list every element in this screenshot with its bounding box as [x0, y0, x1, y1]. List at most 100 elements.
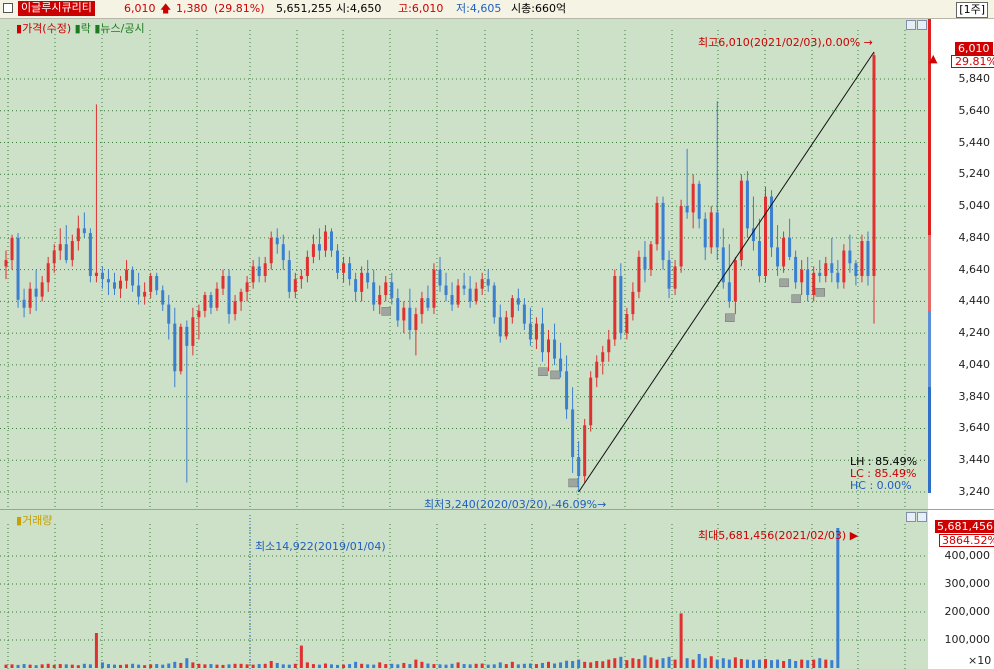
volume-bar	[565, 660, 569, 668]
candle-body	[607, 339, 611, 353]
candle-body	[269, 237, 273, 264]
candle-body	[764, 196, 767, 276]
candle-body	[721, 247, 725, 283]
candle-body	[185, 326, 189, 346]
volume-bar	[631, 658, 635, 668]
volume-bar	[739, 659, 743, 668]
price-tick-label: 4,240	[958, 326, 991, 340]
period-selector[interactable]: [1주]	[956, 2, 988, 18]
volume-bar	[577, 659, 581, 668]
close-volume-pane-icon[interactable]	[917, 512, 927, 522]
legend-lock[interactable]: 락	[80, 22, 91, 35]
price-tick-label: 5,840	[958, 72, 991, 85]
candle-body	[402, 307, 406, 321]
volume-bar	[492, 664, 496, 668]
candle-body	[528, 323, 532, 340]
open-price: 시:4,650	[336, 2, 382, 15]
volume-bar	[40, 664, 44, 668]
legend-news[interactable]: 뉴스/공시	[100, 22, 145, 35]
candle-body	[667, 260, 671, 289]
legend-volume[interactable]: 거래량	[22, 514, 53, 527]
candle-body	[173, 323, 177, 372]
volume-multiplier: ×10	[968, 654, 992, 667]
volume-tick-label: 400,000	[944, 549, 991, 562]
volume-bar	[794, 661, 798, 668]
minimize-pane-icon[interactable]	[906, 20, 916, 30]
price-tick-label: 4,840	[958, 230, 991, 244]
candle-body	[739, 180, 743, 261]
pane-divider[interactable]	[0, 509, 994, 510]
legend-price[interactable]: 가격(수정)	[22, 22, 72, 35]
volume-bar	[504, 664, 508, 668]
news-icon	[725, 313, 735, 322]
volume-bar	[540, 662, 544, 668]
candle-body	[125, 269, 129, 281]
price-tick-label: 3,840	[958, 389, 991, 403]
candle-body	[22, 299, 26, 308]
price-pane[interactable]	[0, 19, 928, 509]
candle-body	[396, 298, 400, 321]
candle-body	[52, 250, 56, 264]
price-axis-color-band	[928, 19, 931, 493]
candle-body	[492, 285, 496, 318]
volume-legend: ▮거래량	[16, 512, 52, 528]
candle-body	[661, 202, 665, 261]
volume-bar	[336, 664, 340, 668]
volume-bar	[269, 661, 273, 668]
candle-body	[601, 352, 605, 362]
volume-bar	[595, 661, 599, 668]
volume-pane[interactable]	[0, 510, 928, 669]
trend-line	[578, 51, 875, 493]
candle-body	[540, 323, 544, 353]
volume-value: 5,651,255	[276, 2, 332, 15]
candle-body	[751, 228, 755, 242]
candle-body	[812, 272, 816, 296]
volume-bar	[64, 664, 68, 668]
candle-body	[390, 282, 394, 299]
min-volume-annotation: 최소14,922(2019/01/04)	[255, 540, 386, 553]
volume-bar	[46, 663, 50, 668]
market-cap: 시총:660억	[511, 2, 567, 15]
volume-bar	[396, 664, 400, 668]
candle-body	[366, 272, 370, 283]
volume-bar	[76, 665, 80, 668]
volume-bar	[161, 664, 165, 668]
low-price: 저:4,605	[456, 2, 502, 15]
candle-body	[275, 237, 279, 245]
candle-body	[830, 263, 834, 273]
candle-body	[709, 212, 713, 248]
header-checkbox[interactable]	[3, 3, 13, 13]
candle-body	[323, 231, 327, 251]
high-price: 고:6,010	[398, 2, 444, 15]
volume-bar	[34, 665, 38, 668]
volume-bar	[643, 655, 647, 668]
volume-bar	[257, 664, 261, 668]
candle-body	[336, 250, 340, 273]
price-tick-label: 4,040	[958, 357, 991, 371]
volume-bar	[679, 613, 683, 668]
price-tick-label: 4,640	[958, 262, 991, 276]
volume-bar	[770, 660, 774, 668]
volume-bar	[745, 659, 749, 668]
candle-body	[287, 260, 291, 292]
current-price-marker: 6,010	[955, 42, 993, 55]
candle-body	[516, 298, 520, 305]
low-annotation-text: 최저3,240(2020/03/20),-46.09%	[424, 498, 598, 511]
candle-body	[70, 241, 74, 261]
volume-bar	[221, 664, 225, 668]
stock-name[interactable]: 이글루시큐리티	[18, 1, 95, 16]
candle-body	[293, 279, 297, 292]
volume-bar	[143, 665, 147, 668]
close-pane-icon[interactable]	[917, 20, 927, 30]
volume-bar	[299, 645, 303, 668]
candle-body	[631, 291, 635, 315]
candle-body	[643, 256, 647, 270]
volume-tick-label: 200,000	[944, 605, 991, 618]
volume-bar	[155, 664, 159, 668]
volume-bar	[727, 659, 731, 668]
minimize-volume-pane-icon[interactable]	[906, 512, 916, 522]
volume-bar	[547, 661, 550, 668]
volume-bar	[613, 658, 617, 668]
candle-body	[16, 237, 20, 300]
